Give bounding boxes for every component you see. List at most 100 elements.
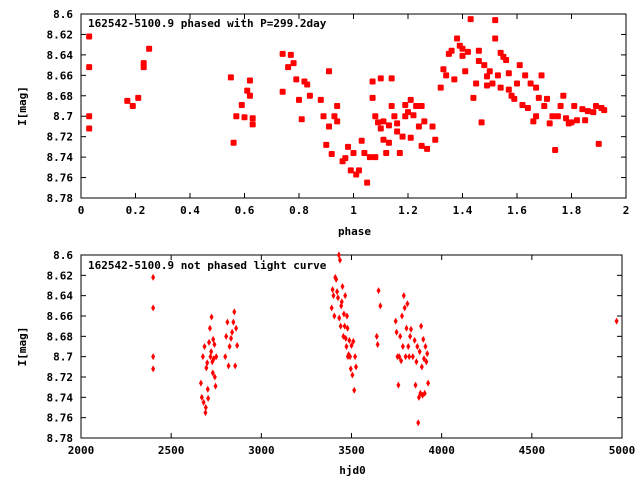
data-point: [481, 62, 488, 69]
data-point: [232, 308, 237, 316]
data-point: [369, 94, 376, 101]
data-point: [198, 379, 203, 387]
data-point: [227, 343, 232, 350]
data-point: [380, 136, 387, 143]
data-point: [563, 115, 570, 122]
data-point: [342, 155, 349, 162]
data-point: [330, 286, 335, 294]
data-point: [347, 167, 354, 174]
data-point: [233, 113, 240, 120]
data-point: [407, 353, 412, 361]
data-point: [579, 106, 586, 113]
data-point: [497, 84, 504, 91]
data-point: [410, 353, 415, 361]
x-tick-label: 0: [78, 204, 85, 217]
data-point: [424, 145, 431, 152]
data-point: [522, 72, 529, 79]
data-point: [484, 73, 491, 80]
data-point: [383, 150, 390, 157]
data-point: [614, 317, 619, 325]
data-point: [241, 114, 248, 121]
y-tick-label: 8.68: [47, 90, 74, 103]
data-point: [205, 385, 210, 393]
data-point: [233, 362, 238, 370]
data-point: [317, 96, 324, 103]
data-point: [227, 74, 234, 81]
data-point: [151, 365, 156, 373]
data-point: [568, 119, 575, 126]
data-point: [514, 80, 520, 87]
data-point: [549, 113, 556, 120]
y-axis-label: I[mag]: [16, 86, 29, 126]
data-point: [533, 113, 540, 120]
y-tick-label: 8.76: [47, 172, 74, 185]
data-point: [342, 322, 347, 330]
data-point: [339, 298, 344, 306]
data-point: [519, 101, 526, 108]
data-point: [287, 51, 294, 58]
data-point: [396, 150, 403, 157]
data-point: [246, 77, 253, 84]
data-point: [332, 312, 337, 320]
data-point: [207, 324, 212, 332]
data-point: [210, 369, 215, 377]
x-tick-label: 5000: [609, 444, 636, 457]
data-point: [279, 50, 286, 57]
y-tick-label: 8.66: [47, 310, 74, 323]
y-tick-label: 8.64: [47, 49, 74, 62]
data-point: [225, 318, 230, 326]
data-point: [380, 118, 387, 125]
data-point: [426, 379, 431, 387]
data-point: [489, 80, 496, 87]
data-point: [419, 363, 424, 371]
y-tick-label: 8.72: [47, 131, 74, 144]
data-point: [229, 334, 234, 342]
data-point: [440, 66, 447, 73]
data-point: [391, 113, 398, 120]
data-point: [492, 35, 499, 42]
data-point: [337, 314, 342, 322]
data-point: [320, 113, 327, 120]
data-point: [388, 103, 395, 109]
data-point: [505, 86, 512, 93]
data-point: [372, 113, 379, 120]
data-point: [418, 103, 425, 109]
data-point: [290, 60, 297, 67]
data-point: [405, 300, 410, 308]
data-point: [369, 78, 376, 85]
data-point: [331, 113, 338, 120]
data-point: [374, 332, 379, 340]
data-point: [503, 57, 510, 63]
data-point: [422, 389, 427, 397]
data-point: [413, 381, 418, 389]
data-point: [593, 103, 600, 109]
data-point: [454, 35, 461, 42]
x-tick-label: 2: [623, 204, 630, 217]
data-point: [405, 109, 411, 116]
x-tick-label: 4000: [428, 444, 455, 457]
data-point: [557, 103, 564, 109]
data-point: [129, 103, 136, 109]
data-point: [201, 398, 206, 406]
data-point: [246, 92, 253, 99]
data-point: [464, 48, 471, 55]
y-tick-label: 8.7: [53, 351, 73, 364]
data-point: [399, 357, 404, 365]
data-point: [403, 353, 408, 361]
data-point: [399, 133, 406, 140]
data-point: [350, 150, 357, 157]
data-point: [279, 88, 286, 95]
data-point: [226, 362, 231, 370]
data-point: [203, 404, 208, 411]
data-point: [524, 105, 531, 112]
data-point: [140, 64, 147, 71]
x-tick-label: 1.4: [453, 204, 473, 217]
chart-title: 162542-5100.9 not phased light curve: [88, 259, 327, 272]
data-point: [335, 294, 340, 302]
x-tick-label: 0.8: [289, 204, 309, 217]
data-point: [415, 123, 422, 130]
data-point: [212, 373, 217, 381]
data-point: [421, 335, 426, 343]
data-point: [244, 87, 251, 94]
data-point: [415, 343, 420, 350]
